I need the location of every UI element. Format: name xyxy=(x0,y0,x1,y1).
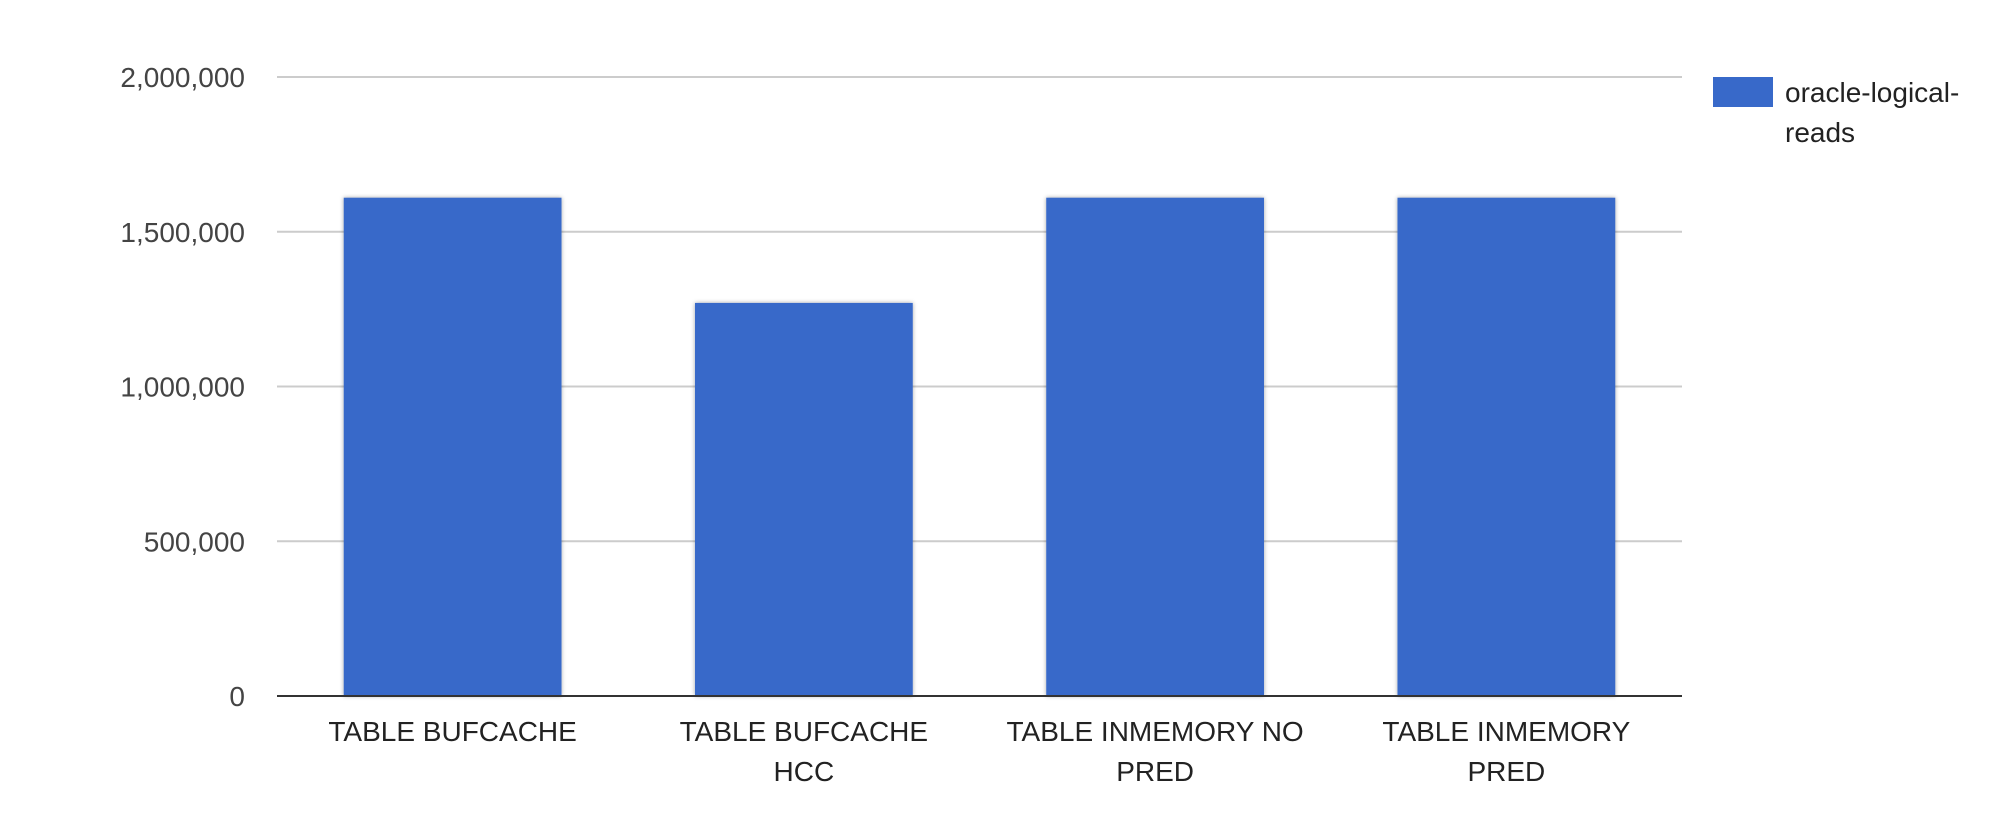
x-axis-labels: TABLE BUFCACHE TABLE BUFCACHE HCC TABLE INM… xyxy=(328,716,1630,787)
bar xyxy=(1046,197,1265,696)
x-category-label: HCC xyxy=(774,756,835,787)
y-tick-label: 0 xyxy=(229,681,245,712)
x-category-label: TABLE INMEMORY NO xyxy=(1007,716,1304,747)
y-axis-ticks: 0 500,000 1,000,000 1,500,000 2,000,000 xyxy=(120,62,245,712)
y-tick-label: 1,000,000 xyxy=(120,372,245,403)
y-tick-label: 2,000,000 xyxy=(120,62,245,93)
legend-label: reads xyxy=(1785,117,1855,148)
x-category-label: TABLE BUFCACHE xyxy=(680,716,928,747)
y-tick-label: 500,000 xyxy=(144,526,245,557)
x-category-label: TABLE BUFCACHE xyxy=(328,716,576,747)
legend-swatch xyxy=(1713,77,1773,107)
legend-label: oracle-logical- xyxy=(1785,77,1959,108)
legend: oracle-logical-reads xyxy=(1713,77,1959,148)
bar xyxy=(343,197,562,696)
legend-item: oracle-logical-reads xyxy=(1713,77,1959,148)
x-category-label: PRED xyxy=(1467,756,1545,787)
x-category-label: PRED xyxy=(1116,756,1194,787)
y-tick-label: 1,500,000 xyxy=(120,217,245,248)
bars xyxy=(277,197,1682,697)
x-category-label: TABLE INMEMORY xyxy=(1382,716,1630,747)
bar xyxy=(1397,197,1616,696)
bar xyxy=(694,302,913,696)
